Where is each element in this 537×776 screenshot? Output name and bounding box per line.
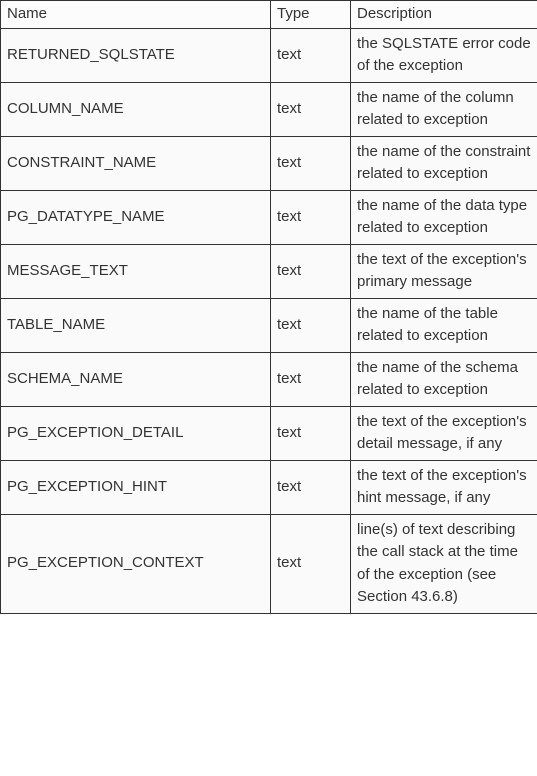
table-row: RETURNED_SQLSTATEtextthe SQLSTATE error … [1, 28, 537, 82]
cell-type: text [271, 28, 351, 82]
cell-name: CONSTRAINT_NAME [1, 136, 271, 190]
cell-name: SCHEMA_NAME [1, 352, 271, 406]
cell-name: RETURNED_SQLSTATE [1, 28, 271, 82]
cell-description: line(s) of text describing the call stac… [351, 514, 537, 613]
cell-description: the name of the data type related to exc… [351, 190, 537, 244]
cell-name: PG_EXCEPTION_DETAIL [1, 406, 271, 460]
table-row: PG_EXCEPTION_HINTtextthe text of the exc… [1, 460, 537, 514]
table-row: MESSAGE_TEXTtextthe text of the exceptio… [1, 244, 537, 298]
column-header-type: Type [271, 1, 351, 29]
cell-name: TABLE_NAME [1, 298, 271, 352]
cell-type: text [271, 244, 351, 298]
cell-description: the SQLSTATE error code of the exception [351, 28, 537, 82]
cell-description: the text of the exception's detail messa… [351, 406, 537, 460]
cell-name: PG_EXCEPTION_CONTEXT [1, 514, 271, 613]
cell-description: the name of the constraint related to ex… [351, 136, 537, 190]
table-body: RETURNED_SQLSTATEtextthe SQLSTATE error … [1, 28, 537, 613]
table-row: TABLE_NAMEtextthe name of the table rela… [1, 298, 537, 352]
table-row: COLUMN_NAMEtextthe name of the column re… [1, 82, 537, 136]
cell-description: the name of the schema related to except… [351, 352, 537, 406]
cell-type: text [271, 460, 351, 514]
table-row: PG_EXCEPTION_CONTEXTtextline(s) of text … [1, 514, 537, 613]
table-row: PG_DATATYPE_NAMEtextthe name of the data… [1, 190, 537, 244]
cell-name: MESSAGE_TEXT [1, 244, 271, 298]
diagnostics-table: Name Type Description RETURNED_SQLSTATEt… [0, 0, 537, 614]
column-header-name: Name [1, 1, 271, 29]
cell-type: text [271, 136, 351, 190]
table-header-row: Name Type Description [1, 1, 537, 29]
cell-type: text [271, 82, 351, 136]
cell-type: text [271, 514, 351, 613]
cell-description: the name of the table related to excepti… [351, 298, 537, 352]
cell-name: PG_DATATYPE_NAME [1, 190, 271, 244]
cell-type: text [271, 406, 351, 460]
cell-type: text [271, 298, 351, 352]
cell-description: the text of the exception's hint message… [351, 460, 537, 514]
cell-type: text [271, 352, 351, 406]
cell-name: PG_EXCEPTION_HINT [1, 460, 271, 514]
cell-type: text [271, 190, 351, 244]
column-header-description: Description [351, 1, 537, 29]
cell-description: the text of the exception's primary mess… [351, 244, 537, 298]
table-row: CONSTRAINT_NAMEtextthe name of the const… [1, 136, 537, 190]
table-row: SCHEMA_NAMEtextthe name of the schema re… [1, 352, 537, 406]
table-row: PG_EXCEPTION_DETAILtextthe text of the e… [1, 406, 537, 460]
cell-name: COLUMN_NAME [1, 82, 271, 136]
cell-description: the name of the column related to except… [351, 82, 537, 136]
